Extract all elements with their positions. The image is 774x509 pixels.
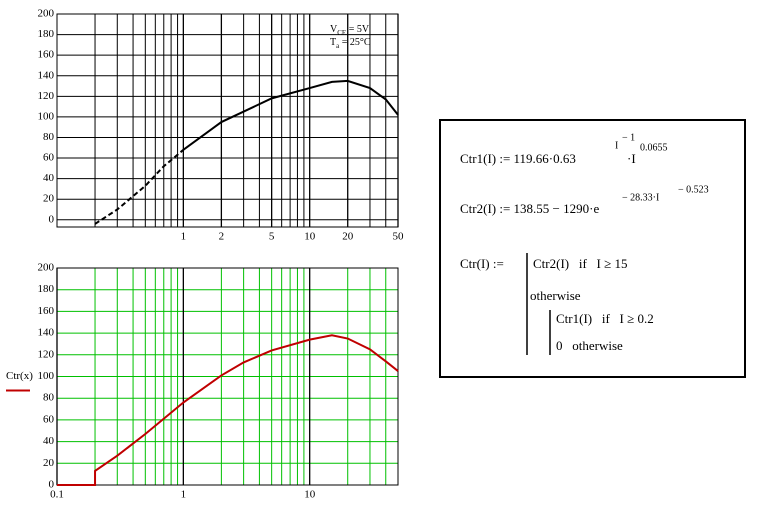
y-tick-label: 80 bbox=[43, 131, 55, 143]
y-tick-label: 60 bbox=[43, 152, 55, 164]
formula-ctr1: Ctr1(I) := 119.66·0.63 bbox=[460, 151, 576, 166]
formula-ctr: Ctr(I) := bbox=[460, 256, 504, 271]
annotation: Ta = 25°C bbox=[330, 37, 371, 49]
formula-exp: − 0.523 bbox=[678, 184, 709, 195]
annotation-rest: = 5V bbox=[346, 24, 370, 35]
y-tick-label: 140 bbox=[38, 327, 55, 339]
y-tick-label: 80 bbox=[43, 392, 55, 404]
y-tick-label: 180 bbox=[38, 28, 55, 40]
annotation: VCE = 5V bbox=[330, 24, 370, 36]
formula-exp: − 28.33·I bbox=[622, 192, 659, 203]
formula-case: Ctr1(I) if I ≥ 0.2 bbox=[556, 311, 654, 326]
annotation-rest: = 25°C bbox=[339, 37, 371, 48]
y-tick-label: 160 bbox=[38, 49, 55, 61]
x-tick-label: 1 bbox=[181, 489, 187, 501]
x-tick-label: 2 bbox=[219, 231, 225, 243]
formula-exp: − 1 bbox=[622, 132, 635, 143]
x-tick-label: 10 bbox=[304, 489, 316, 501]
y-tick-label: 200 bbox=[38, 262, 55, 274]
y-tick-label: 40 bbox=[43, 172, 55, 184]
y-tick-label: 120 bbox=[38, 348, 55, 360]
formula-ctr2: Ctr2(I) := 138.55 − 1290·e bbox=[460, 201, 599, 216]
y-tick-label: 40 bbox=[43, 435, 55, 447]
formula-exp: 0.0655 bbox=[640, 142, 668, 153]
formula-case: otherwise bbox=[530, 288, 581, 303]
x-tick-label: 0.1 bbox=[50, 489, 64, 501]
data-line bbox=[94, 149, 184, 225]
y-tick-label: 100 bbox=[38, 110, 55, 122]
y-axis-label: Ctr(x) bbox=[6, 370, 33, 382]
formula-case: 0 otherwise bbox=[556, 338, 623, 353]
y-tick-label: 160 bbox=[38, 305, 55, 317]
y-tick-label: 0 bbox=[49, 213, 55, 225]
data-line bbox=[182, 79, 399, 151]
annotation-sub: CE bbox=[337, 29, 346, 37]
y-tick-label: 140 bbox=[38, 69, 55, 81]
annotation-main: T bbox=[330, 37, 336, 48]
x-tick-label: 50 bbox=[393, 231, 405, 243]
y-tick-label: 60 bbox=[43, 413, 55, 425]
y-tick-label: 120 bbox=[38, 90, 55, 102]
annotation-main: V bbox=[330, 24, 338, 35]
x-tick-label: 1 bbox=[181, 231, 187, 243]
x-tick-label: 10 bbox=[304, 231, 316, 243]
y-tick-label: 20 bbox=[43, 193, 55, 205]
plot-area bbox=[56, 13, 399, 228]
y-tick-label: 0 bbox=[49, 479, 55, 491]
x-tick-label: 20 bbox=[342, 231, 354, 243]
y-tick-label: 100 bbox=[38, 370, 55, 382]
y-tick-label: 200 bbox=[38, 8, 55, 20]
plot-frame bbox=[56, 13, 399, 228]
formula-box bbox=[439, 119, 746, 378]
data-line bbox=[57, 334, 399, 486]
plot-frame bbox=[56, 267, 399, 486]
formula-text: ·I bbox=[627, 151, 636, 166]
y-tick-label: 20 bbox=[43, 457, 55, 469]
x-tick-label: 5 bbox=[269, 231, 275, 243]
formula-exp: I bbox=[615, 140, 618, 151]
y-tick-label: 180 bbox=[38, 283, 55, 295]
annotation-sub: a bbox=[336, 42, 340, 50]
formula-case: Ctr2(I) if I ≥ 15 bbox=[533, 256, 628, 271]
